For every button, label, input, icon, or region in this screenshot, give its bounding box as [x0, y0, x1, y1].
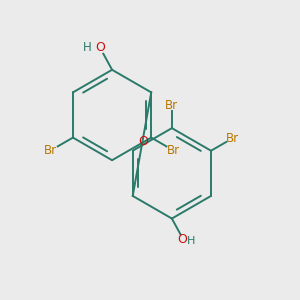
Text: H: H [83, 40, 92, 53]
Text: O: O [95, 41, 105, 54]
Text: O: O [139, 135, 148, 148]
Text: Br: Br [226, 132, 239, 145]
Text: Br: Br [167, 144, 180, 157]
Text: H: H [187, 236, 195, 246]
Text: O: O [177, 233, 187, 246]
Text: Br: Br [44, 144, 57, 157]
Text: Br: Br [165, 99, 178, 112]
